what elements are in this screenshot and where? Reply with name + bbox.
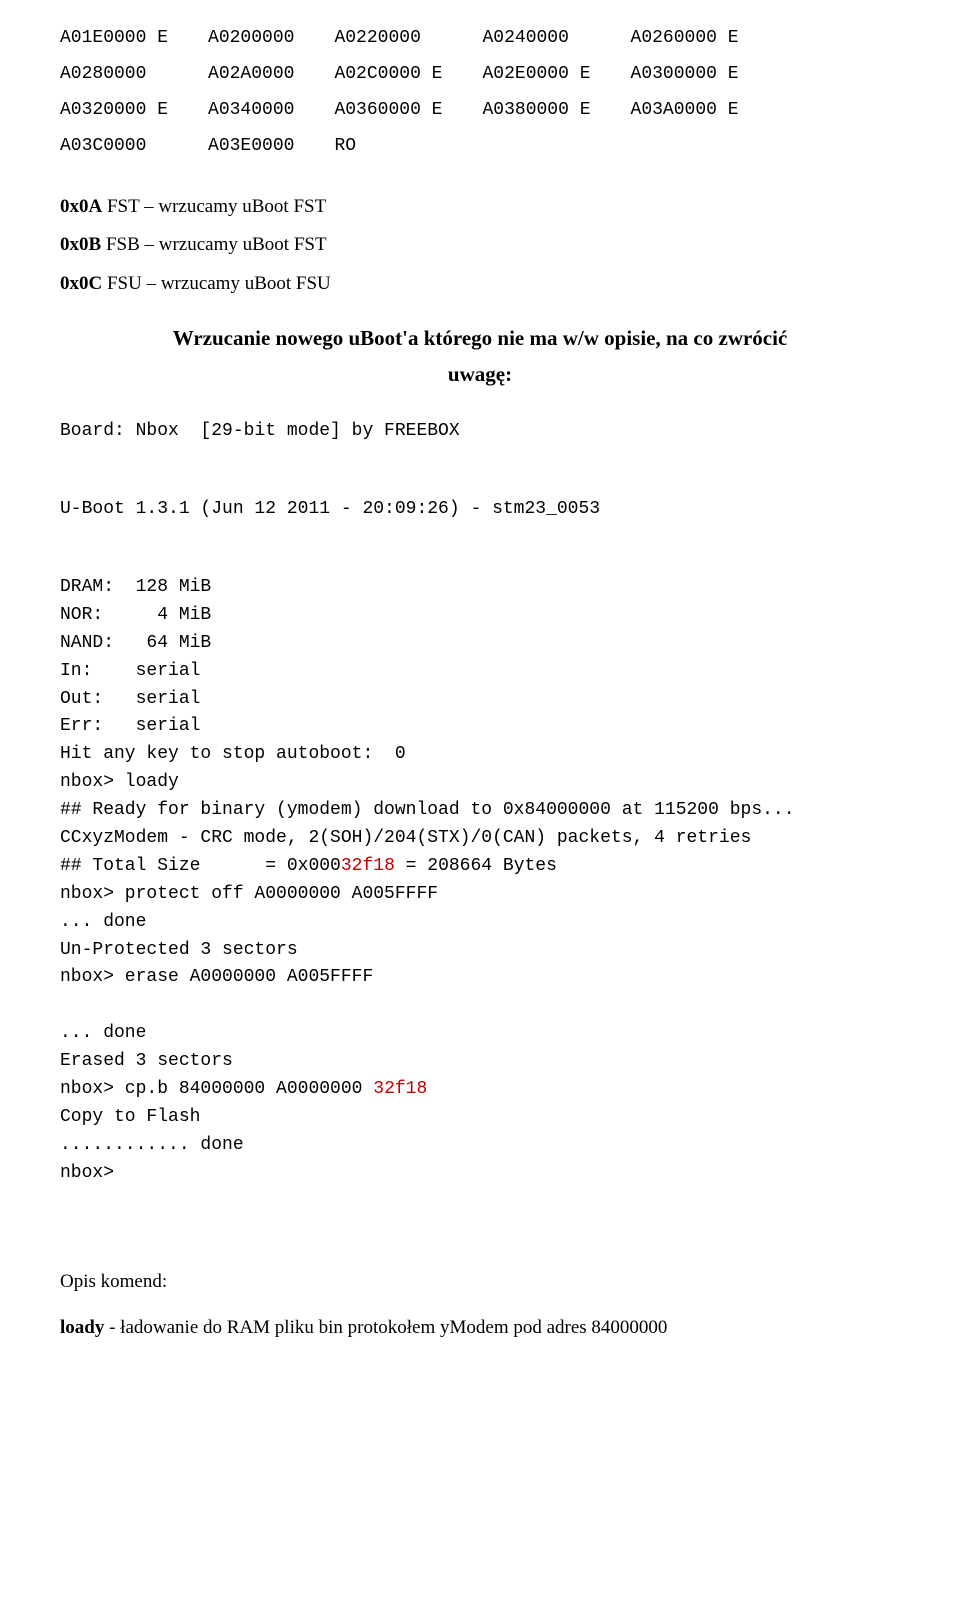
opcode-line: 0x0A FST – wrzucamy uBoot FST <box>60 192 900 222</box>
prompt-end: nbox> <box>60 1160 900 1188</box>
loady-cmd-desc: - ładowanie do RAM pliku bin protokołem … <box>104 1317 667 1338</box>
opcode-line: 0x0B FSB – wrzucamy uBoot FST <box>60 230 900 260</box>
done-1: ... done <box>60 909 900 937</box>
total-size-prefix: ## Total Size = 0x000 <box>60 856 341 876</box>
uboot-version: U-Boot 1.3.1 (Jun 12 2011 - 20:09:26) - … <box>60 496 900 524</box>
memory-row: A03C0000A03E0000RO <box>60 128 779 164</box>
opcode-desc: FSB – wrzucamy uBoot FST <box>101 234 326 255</box>
opcode-code: 0x0B <box>60 234 101 255</box>
terminal-line: Out: serial <box>60 686 900 714</box>
opcode-code: 0x0A <box>60 196 102 217</box>
terminal-line: DRAM: 128 MiB <box>60 574 900 602</box>
total-size-suffix: = 208664 Bytes <box>395 856 557 876</box>
terminal-line: Err: serial <box>60 713 900 741</box>
total-size-line: ## Total Size = 0x00032f18 = 208664 Byte… <box>60 853 900 881</box>
board-line: Board: Nbox [29-bit mode] by FREEBOX <box>60 418 900 446</box>
opcode-line: 0x0C FSU – wrzucamy uBoot FSU <box>60 269 900 299</box>
done-3: ............ done <box>60 1132 900 1160</box>
section-heading-line2: uwagę: <box>60 359 900 391</box>
memory-cell: A0360000 E <box>334 92 482 128</box>
opcode-desc: FSU – wrzucamy uBoot FSU <box>102 273 331 294</box>
loady-cmd-name: loady <box>60 1317 104 1338</box>
memory-row: A0280000A02A0000A02C0000 EA02E0000 EA030… <box>60 56 779 92</box>
copy-line: Copy to Flash <box>60 1104 900 1132</box>
memory-cell: A02A0000 <box>208 56 334 92</box>
memory-row: A0320000 EA0340000A0360000 EA0380000 EA0… <box>60 92 779 128</box>
cpb-highlight: 32f18 <box>373 1079 427 1099</box>
opis-komend-label: Opis komend: <box>60 1268 900 1297</box>
unprotected-line: Un-Protected 3 sectors <box>60 937 900 965</box>
terminal-output-2: U-Boot 1.3.1 (Jun 12 2011 - 20:09:26) - … <box>60 496 900 524</box>
memory-cell: A0220000 <box>334 20 482 56</box>
memory-row: A01E0000 EA0200000A0220000A0240000A02600… <box>60 20 779 56</box>
fst-opcodes-block: 0x0A FST – wrzucamy uBoot FST0x0B FSB – … <box>60 192 900 299</box>
terminal-output-1: Board: Nbox [29-bit mode] by FREEBOX <box>60 418 900 446</box>
memory-cell <box>482 128 630 164</box>
protect-cmd: nbox> protect off A0000000 A005FFFF <box>60 881 900 909</box>
memory-cell: A0380000 E <box>482 92 630 128</box>
erased-line: Erased 3 sectors <box>60 1048 900 1076</box>
memory-cell: A0320000 E <box>60 92 208 128</box>
memory-cell: A03E0000 <box>208 128 334 164</box>
terminal-line: NAND: 64 MiB <box>60 630 900 658</box>
terminal-line: CCxyzModem - CRC mode, 2(SOH)/204(STX)/0… <box>60 825 900 853</box>
memory-cell: A03A0000 E <box>631 92 779 128</box>
memory-cell: A02E0000 E <box>482 56 630 92</box>
terminal-line: In: serial <box>60 658 900 686</box>
loady-description: loady - ładowanie do RAM pliku bin proto… <box>60 1314 900 1343</box>
memory-cell: A02C0000 E <box>334 56 482 92</box>
erase-cmd: nbox> erase A0000000 A005FFFF <box>60 964 900 992</box>
section-heading-line1: Wrzucanie nowego uBoot'a którego nie ma … <box>60 323 900 355</box>
total-size-highlight: 32f18 <box>341 856 395 876</box>
done-2: ... done <box>60 1020 900 1048</box>
terminal-line: ## Ready for binary (ymodem) download to… <box>60 797 900 825</box>
memory-cell: A0200000 <box>208 20 334 56</box>
terminal-line: Hit any key to stop autoboot: 0 <box>60 741 900 769</box>
terminal-line: nbox> loady <box>60 769 900 797</box>
memory-cell: A0240000 <box>482 20 630 56</box>
opcode-code: 0x0C <box>60 273 102 294</box>
terminal-output-3: DRAM: 128 MiBNOR: 4 MiBNAND: 64 MiBIn: s… <box>60 574 900 853</box>
cpb-prefix: nbox> cp.b 84000000 A0000000 <box>60 1079 373 1099</box>
memory-cell: A0300000 E <box>631 56 779 92</box>
terminal-line: NOR: 4 MiB <box>60 602 900 630</box>
memory-table: A01E0000 EA0200000A0220000A0240000A02600… <box>60 20 779 164</box>
memory-cell: A0260000 E <box>631 20 779 56</box>
terminal-output-4: ## Total Size = 0x00032f18 = 208664 Byte… <box>60 853 900 1188</box>
memory-cell: A0280000 <box>60 56 208 92</box>
memory-cell: A0340000 <box>208 92 334 128</box>
blank-line <box>60 992 900 1020</box>
memory-cell: A03C0000 <box>60 128 208 164</box>
opcode-desc: FST – wrzucamy uBoot FST <box>102 196 326 217</box>
cpb-line: nbox> cp.b 84000000 A0000000 32f18 <box>60 1076 900 1104</box>
memory-cell <box>631 128 779 164</box>
memory-cell: RO <box>334 128 482 164</box>
memory-cell: A01E0000 E <box>60 20 208 56</box>
